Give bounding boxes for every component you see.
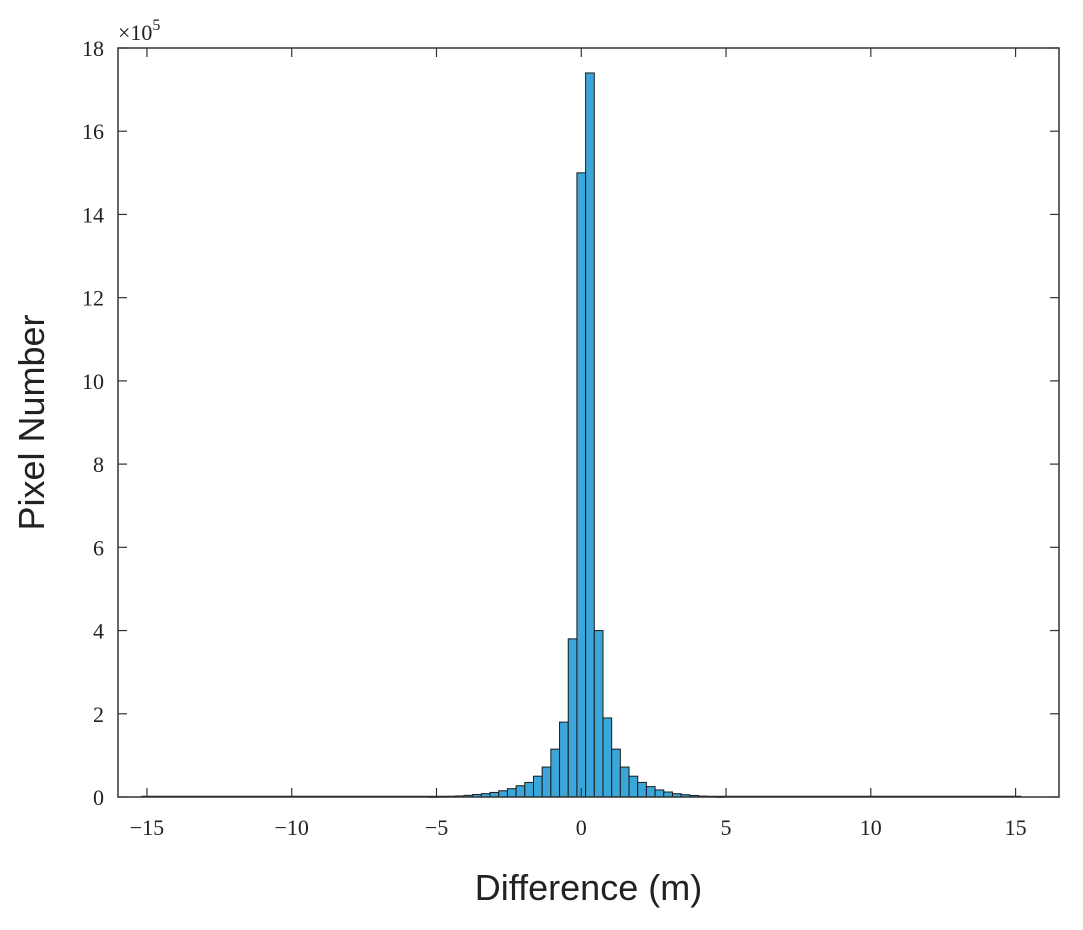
histogram-bar [506,788,517,798]
y-tick-label: 2 [93,702,104,727]
histogram-bar [498,790,508,798]
histogram-bars [141,72,1022,798]
y-multiplier-exponent: 5 [152,17,160,34]
histogram-bar [585,72,595,798]
histogram-bar [524,781,534,798]
histogram-bar [619,766,630,798]
y-axis-multiplier: ×105 [118,17,160,45]
y-tick-label: 14 [82,202,104,227]
histogram-bar [637,781,647,798]
histogram-bar [541,766,552,798]
x-tick-label: −10 [275,815,309,840]
histogram-bar [645,786,656,798]
axis-tick-labels: −15 −10 −5 0 5 10 15 0 2 4 6 8 10 12 14 16 18 [82,36,1027,840]
x-tick-label: 15 [1005,815,1027,840]
y-tick-label: 8 [93,452,104,477]
histogram-bar [576,172,587,798]
axis-ticks [118,47,1059,798]
y-tick-label: 0 [93,785,104,810]
x-tick-label: 10 [860,815,882,840]
y-tick-label: 4 [93,619,104,644]
y-multiplier-base: ×10 [118,20,152,45]
y-tick-label: 12 [82,286,104,311]
histogram-bar [593,630,604,798]
histogram-bar [567,638,578,798]
histogram-bar [602,717,613,798]
plot-frame [117,47,1060,798]
histogram-bar [611,748,621,798]
histogram-bar [532,775,543,798]
histogram-bar [550,748,561,798]
x-tick-label: 0 [576,815,587,840]
histogram-bar [559,721,569,798]
y-axis-label: Pixel Number [11,314,52,530]
y-tick-label: 16 [82,119,104,144]
x-axis-label: Difference (m) [475,867,702,908]
y-tick-label: 18 [82,36,104,61]
x-tick-label: −5 [425,815,448,840]
histogram-bar [628,775,639,798]
histogram-bar [515,785,526,798]
y-tick-label: 6 [93,535,104,560]
x-tick-label: −15 [130,815,164,840]
x-tick-label: 5 [721,815,732,840]
histogram-bar [654,789,665,798]
y-tick-label: 10 [82,369,104,394]
